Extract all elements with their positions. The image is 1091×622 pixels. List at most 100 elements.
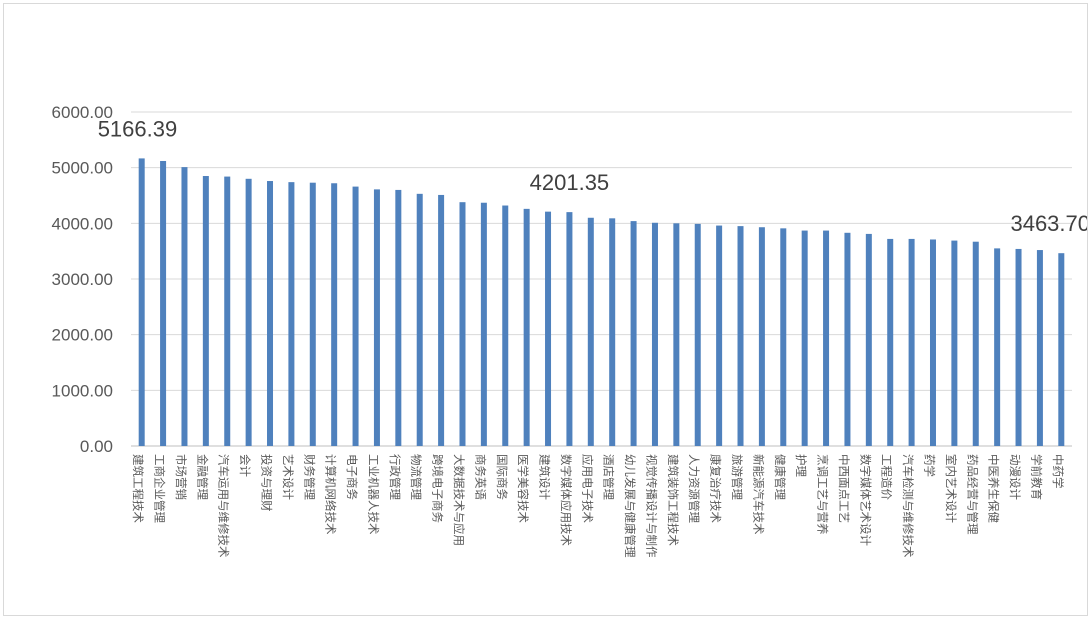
bar <box>844 232 851 446</box>
bar <box>673 223 680 446</box>
bar <box>309 182 316 447</box>
bar <box>630 221 637 446</box>
y-tick-label: 4000.00 <box>52 214 113 233</box>
bars <box>138 158 1065 447</box>
x-category-label: 物流管理 <box>409 454 423 500</box>
x-category-label: 工业机器人技术 <box>366 454 380 535</box>
y-tick-label: 3000.00 <box>52 270 113 289</box>
bar <box>288 182 295 446</box>
bar <box>737 226 744 446</box>
x-category-label: 大数据技术与应用 <box>452 454 466 546</box>
bar <box>459 202 466 446</box>
x-category-label: 中医养生保健 <box>987 454 1001 523</box>
bar <box>1036 250 1043 446</box>
x-category-label: 市场营销 <box>174 454 188 500</box>
x-category-label: 建筑设计 <box>538 454 552 500</box>
bar <box>609 218 616 446</box>
y-axis-ticks: 0.00 1000.00 2000.00 3000.00 4000.00 5000.00 6… <box>52 103 113 456</box>
bar <box>823 230 830 446</box>
bar <box>224 176 231 446</box>
bar <box>416 193 423 446</box>
x-category-label: 动漫设计 <box>1008 454 1022 500</box>
x-category-label: 学前教育 <box>1029 454 1043 500</box>
x-category-label: 行政管理 <box>388 454 402 500</box>
x-category-label: 药品经营与管理 <box>965 454 979 535</box>
bar <box>994 248 1001 446</box>
bar <box>587 217 594 446</box>
bar <box>181 167 188 447</box>
bar <box>1058 253 1065 446</box>
bar <box>887 238 894 446</box>
bar <box>502 205 509 446</box>
x-category-label: 室内艺术设计 <box>944 454 958 523</box>
gridlines <box>131 111 1072 447</box>
x-category-label: 工程造价 <box>880 454 894 500</box>
x-category-label: 汽车运用与维修技术 <box>217 454 231 558</box>
x-category-label: 视觉传播设计与制作 <box>644 454 658 558</box>
bar <box>908 238 915 446</box>
x-category-label: 药学 <box>922 454 936 477</box>
x-category-label: 国际商务 <box>495 454 509 500</box>
x-category-label: 护理 <box>794 454 808 477</box>
data-label: 5166.39 <box>98 116 178 141</box>
x-category-label: 跨境电子商务 <box>431 454 445 523</box>
bar <box>545 211 552 446</box>
bar <box>758 227 765 446</box>
bar <box>352 186 359 447</box>
y-tick-label: 2000.00 <box>52 326 113 345</box>
chart-container: 0.00 1000.00 2000.00 3000.00 4000.00 5000.00 6… <box>3 3 1088 616</box>
x-category-label: 财务管理 <box>302 454 316 500</box>
x-category-label: 医学美容技术 <box>516 454 530 523</box>
x-category-label: 投资与理财 <box>260 454 274 512</box>
y-tick-label: 5000.00 <box>52 159 113 178</box>
x-category-label: 健康管理 <box>773 454 787 500</box>
bar <box>566 212 573 446</box>
bar-chart: 0.00 1000.00 2000.00 3000.00 4000.00 5000.00 6… <box>52 103 1087 558</box>
x-category-label: 汽车检测与维修技术 <box>901 454 915 558</box>
bar <box>138 158 145 446</box>
x-category-label: 商务英语 <box>473 454 487 500</box>
x-category-label: 旅游管理 <box>730 454 744 500</box>
x-axis-categories: 建筑工程技术 工商企业管理 市场营销 金融管理 汽车运用与维修技术 会计 投资与理财 艺术设计… <box>131 454 1065 558</box>
x-category-label: 应用电子技术 <box>580 454 594 523</box>
bar <box>160 160 167 446</box>
x-category-label: 计算机网络技术 <box>324 454 338 535</box>
x-category-label: 数字媒体应用技术 <box>559 454 573 546</box>
y-tick-label: 6000.00 <box>52 103 113 122</box>
x-category-label: 幼儿发展与健康管理 <box>623 454 637 558</box>
x-category-label: 建筑装饰工程技术 <box>666 454 680 546</box>
bar <box>651 222 658 446</box>
bar <box>929 239 936 446</box>
x-category-label: 金融管理 <box>195 454 209 500</box>
x-category-label: 酒店管理 <box>602 454 616 500</box>
bar <box>951 240 958 446</box>
x-category-label: 数字媒体艺术设计 <box>858 454 872 546</box>
bar <box>202 176 209 446</box>
x-category-label: 新能源汽车技术 <box>751 454 765 535</box>
data-label: 4201.35 <box>530 170 610 195</box>
x-category-label: 建筑工程技术 <box>131 454 145 523</box>
data-label: 3463.70 <box>1010 211 1087 236</box>
x-category-label: 人力资源管理 <box>687 454 701 523</box>
y-tick-label: 0.00 <box>80 437 113 456</box>
data-labels: 5166.39 4201.35 3463.70 <box>98 116 1087 236</box>
x-category-label: 中西面点工艺 <box>837 454 851 523</box>
bar <box>395 189 402 446</box>
bar <box>780 228 787 446</box>
x-category-label: 中药学 <box>1051 454 1065 489</box>
bar <box>694 223 701 446</box>
bar <box>373 189 380 447</box>
bar <box>716 225 723 446</box>
x-category-label: 工商企业管理 <box>153 454 167 523</box>
x-category-label: 烹调工艺与营养 <box>816 454 830 535</box>
x-category-label: 康复治疗技术 <box>709 454 723 523</box>
bar <box>267 181 274 446</box>
bar <box>801 230 808 446</box>
x-category-label: 会计 <box>238 454 252 477</box>
bar <box>245 178 252 447</box>
bar <box>865 233 872 446</box>
bar <box>331 183 338 446</box>
x-category-label: 艺术设计 <box>281 454 295 500</box>
x-category-label: 电子商务 <box>345 454 359 500</box>
y-tick-label: 1000.00 <box>52 381 113 400</box>
